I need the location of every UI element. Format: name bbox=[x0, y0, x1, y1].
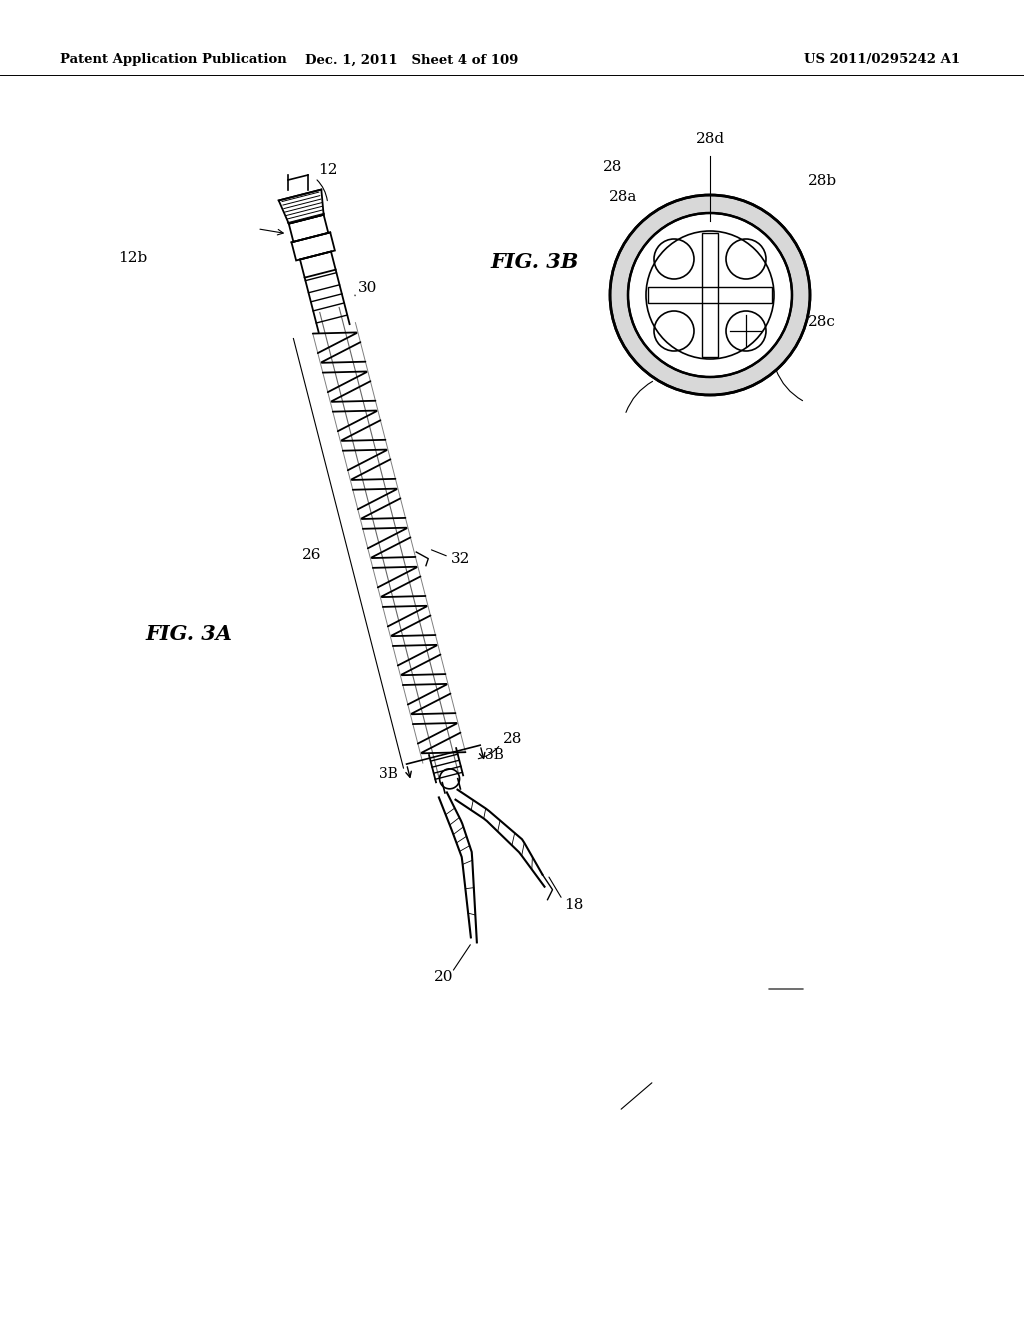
Text: 12: 12 bbox=[318, 162, 338, 177]
Text: FIG. 3A: FIG. 3A bbox=[145, 624, 232, 644]
Text: 18: 18 bbox=[564, 898, 584, 912]
Text: 26: 26 bbox=[302, 548, 322, 561]
Text: 28: 28 bbox=[603, 160, 623, 174]
Text: 30: 30 bbox=[358, 281, 378, 294]
Text: 32: 32 bbox=[451, 552, 470, 566]
Text: 3B: 3B bbox=[379, 767, 397, 781]
Text: US 2011/0295242 A1: US 2011/0295242 A1 bbox=[804, 54, 961, 66]
Text: 20: 20 bbox=[434, 970, 454, 985]
Text: 12b: 12b bbox=[118, 251, 147, 265]
Text: 28a: 28a bbox=[609, 190, 637, 205]
Text: Dec. 1, 2011   Sheet 4 of 109: Dec. 1, 2011 Sheet 4 of 109 bbox=[305, 54, 519, 66]
Text: FIG. 3B: FIG. 3B bbox=[490, 252, 579, 272]
Text: 3B: 3B bbox=[485, 748, 504, 762]
Text: 28: 28 bbox=[503, 733, 522, 746]
Text: 28d: 28d bbox=[696, 132, 725, 147]
Text: Patent Application Publication: Patent Application Publication bbox=[60, 54, 287, 66]
Text: 28b: 28b bbox=[808, 174, 838, 187]
Text: 28c: 28c bbox=[808, 315, 836, 329]
